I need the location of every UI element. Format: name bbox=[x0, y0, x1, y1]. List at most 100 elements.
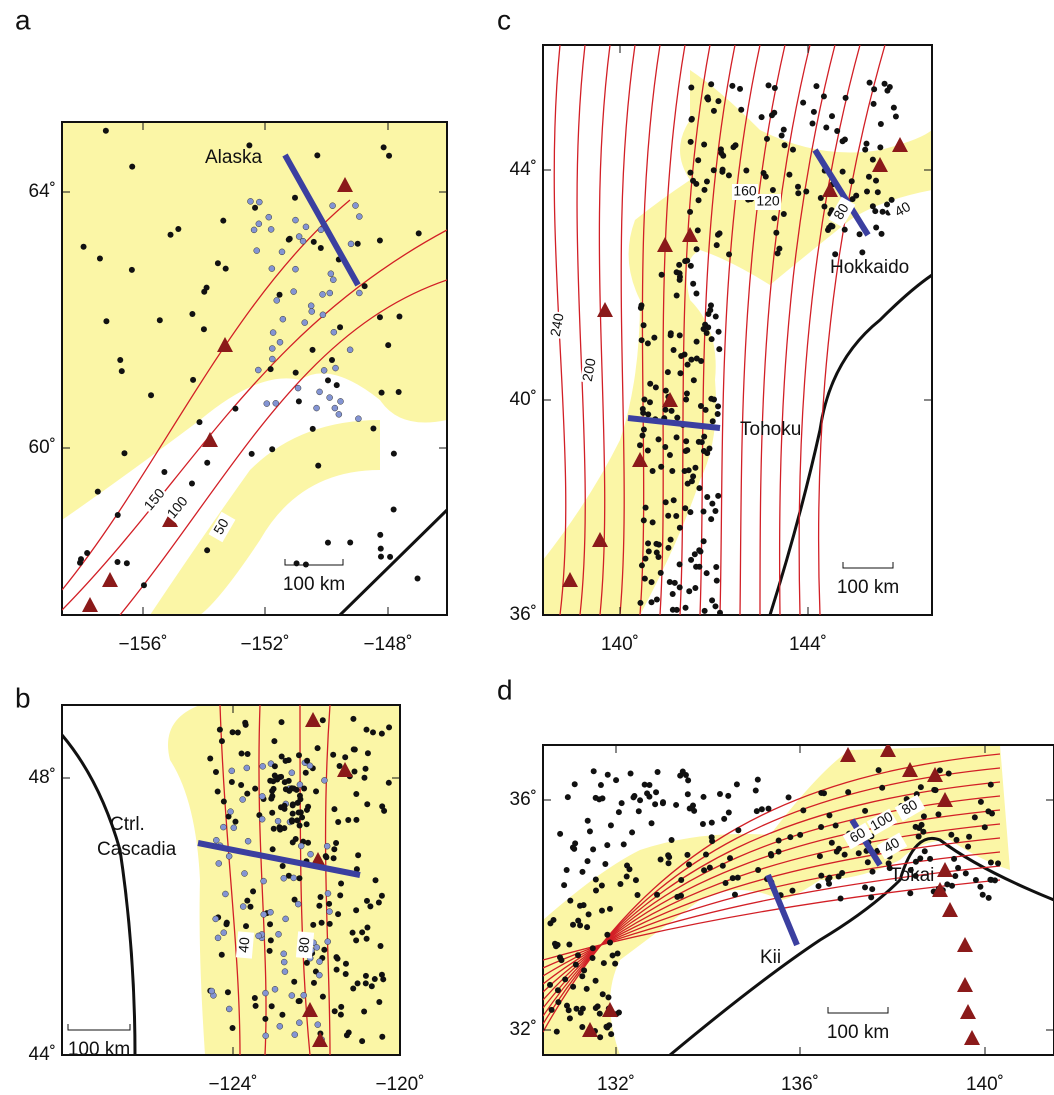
station bbox=[291, 896, 298, 903]
station bbox=[700, 538, 707, 545]
station bbox=[682, 604, 689, 611]
station bbox=[917, 855, 924, 862]
contour-label-bg bbox=[140, 484, 170, 516]
station bbox=[987, 876, 994, 883]
station bbox=[833, 848, 840, 855]
station bbox=[691, 551, 698, 558]
station bbox=[870, 100, 877, 107]
station bbox=[349, 929, 356, 936]
station bbox=[776, 245, 783, 252]
station bbox=[316, 902, 323, 909]
station bbox=[841, 851, 848, 858]
station bbox=[239, 796, 246, 803]
station bbox=[987, 859, 994, 866]
station bbox=[609, 952, 616, 959]
station bbox=[684, 257, 691, 264]
station bbox=[765, 82, 772, 89]
station bbox=[324, 938, 331, 945]
contour-label: 60 bbox=[847, 824, 869, 846]
station bbox=[917, 784, 924, 791]
station bbox=[369, 729, 376, 736]
station bbox=[128, 266, 135, 273]
station bbox=[310, 238, 317, 245]
station bbox=[288, 769, 296, 776]
station bbox=[878, 230, 885, 237]
station bbox=[701, 433, 708, 440]
station bbox=[866, 79, 873, 86]
station bbox=[667, 330, 674, 337]
station bbox=[255, 220, 263, 228]
scale-label: 100 km bbox=[837, 577, 899, 598]
volcano bbox=[337, 762, 353, 777]
station bbox=[707, 307, 714, 314]
contour-label-bg bbox=[828, 196, 856, 228]
depth-contour bbox=[62, 199, 351, 591]
profile-line bbox=[849, 818, 883, 867]
station bbox=[624, 862, 631, 869]
station bbox=[377, 545, 384, 552]
contour-label-bg bbox=[894, 794, 926, 822]
volcano bbox=[822, 182, 838, 197]
station bbox=[351, 768, 358, 775]
station bbox=[683, 438, 690, 445]
station bbox=[337, 1011, 344, 1018]
station bbox=[337, 324, 344, 331]
station bbox=[218, 738, 225, 745]
station bbox=[773, 229, 780, 236]
station bbox=[813, 83, 820, 90]
station bbox=[607, 939, 614, 946]
y-tick-label: 32˚ bbox=[510, 1019, 537, 1040]
station bbox=[662, 499, 669, 506]
station bbox=[338, 880, 345, 887]
station bbox=[927, 855, 934, 862]
station bbox=[638, 562, 645, 569]
station bbox=[862, 146, 869, 153]
station bbox=[816, 853, 823, 860]
station bbox=[586, 828, 593, 835]
station bbox=[290, 288, 297, 295]
place-name: Hokkaido bbox=[830, 257, 909, 278]
station bbox=[321, 777, 328, 784]
station bbox=[949, 882, 956, 889]
station bbox=[931, 786, 938, 793]
station bbox=[714, 411, 721, 418]
volcano bbox=[682, 227, 698, 242]
station bbox=[370, 425, 377, 432]
contour-label-bg bbox=[876, 832, 908, 860]
station bbox=[269, 809, 276, 816]
station bbox=[301, 319, 308, 326]
station bbox=[318, 919, 325, 926]
frame bbox=[542, 44, 933, 616]
station bbox=[829, 113, 836, 120]
station bbox=[590, 846, 597, 853]
panel-label: d bbox=[497, 674, 513, 705]
station bbox=[268, 1003, 275, 1010]
station bbox=[294, 817, 301, 824]
station bbox=[346, 346, 354, 354]
station bbox=[688, 478, 695, 485]
station bbox=[828, 222, 835, 229]
station bbox=[687, 262, 694, 269]
station bbox=[985, 808, 992, 815]
station bbox=[662, 444, 669, 451]
station bbox=[378, 389, 385, 396]
station bbox=[267, 908, 274, 916]
volcano bbox=[562, 572, 578, 587]
volcano bbox=[312, 1032, 328, 1047]
station bbox=[597, 1034, 604, 1041]
volcano bbox=[892, 137, 908, 152]
station bbox=[275, 930, 282, 938]
station bbox=[677, 370, 684, 377]
station bbox=[579, 868, 586, 875]
station bbox=[708, 819, 715, 826]
station bbox=[328, 356, 335, 363]
volcano bbox=[337, 177, 353, 192]
map-overlay bbox=[543, 745, 1002, 1045]
station bbox=[279, 315, 287, 323]
station bbox=[845, 789, 852, 796]
place-name: Cascadia bbox=[97, 839, 177, 860]
station bbox=[627, 770, 634, 777]
station bbox=[640, 409, 647, 416]
station bbox=[729, 875, 736, 882]
station bbox=[269, 355, 276, 363]
